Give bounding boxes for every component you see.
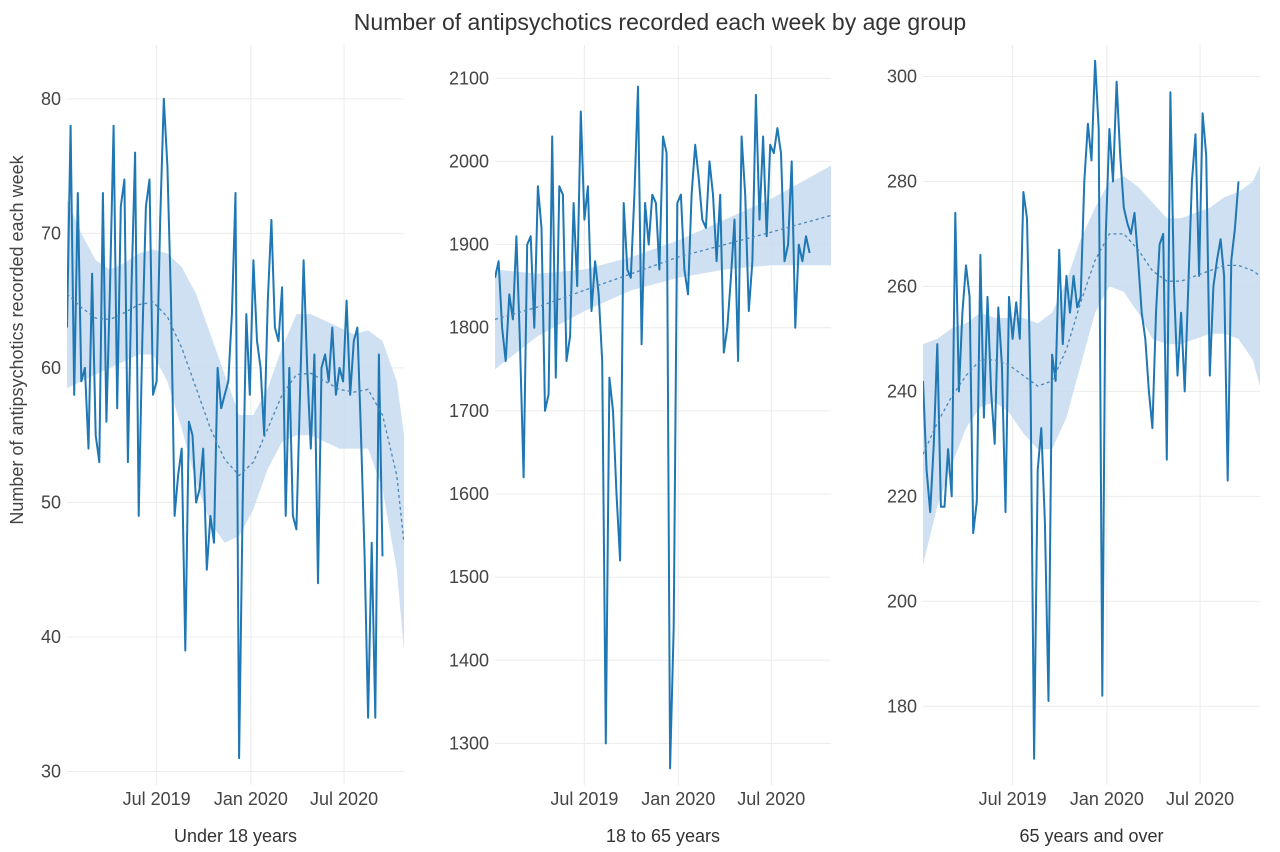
weekly-count-line — [923, 59, 1240, 760]
y-tick-label: 260 — [887, 276, 917, 296]
y-tick-label: 280 — [887, 171, 917, 191]
y-tick-label: 1700 — [449, 401, 489, 421]
y-tick-label: 200 — [887, 591, 917, 611]
plot-area — [495, 85, 831, 770]
x-tick-label: Jul 2019 — [979, 789, 1047, 809]
y-tick-label: 1900 — [449, 235, 489, 255]
y-tick-label: 40 — [41, 627, 61, 647]
smoothed-trend-line — [67, 293, 404, 543]
plot-area — [923, 59, 1260, 760]
y-tick-label: 1600 — [449, 484, 489, 504]
chart-title: Number of antipsychotics recorded each w… — [354, 9, 966, 35]
panel-18-to-65: 1300 1400 1500 1600 1700 1800 1900 2000 2100 Jul … — [449, 45, 831, 846]
y-tick-label: 1500 — [449, 567, 489, 587]
x-tick-label: Jul 2019 — [123, 789, 191, 809]
y-tick-label: 30 — [41, 762, 61, 782]
y-tick-label: 1300 — [449, 733, 489, 753]
y-tick-label: 60 — [41, 358, 61, 378]
plot-area — [67, 97, 404, 760]
y-axis-label: Number of antipsychotics recorded each w… — [7, 154, 27, 524]
y-tick-label: 2000 — [449, 151, 489, 171]
y-tick-label: 180 — [887, 696, 917, 716]
panel-x-label: 65 years and over — [1019, 826, 1163, 846]
smoothed-trend-line — [923, 233, 1260, 455]
y-tick-label: 220 — [887, 486, 917, 506]
panel-65-and-over: 180 200 220 240 260 280 300 Jul 2019 Jan 2020 Jul… — [887, 45, 1260, 846]
panel-x-label: Under 18 years — [174, 826, 297, 846]
x-tick-label: Jul 2020 — [737, 789, 805, 809]
weekly-count-line — [495, 85, 811, 770]
x-tick-label: Jul 2019 — [550, 789, 618, 809]
confidence-band — [495, 165, 831, 370]
x-tick-label: Jan 2020 — [641, 789, 715, 809]
y-tick-label: 240 — [887, 381, 917, 401]
x-tick-label: Jan 2020 — [1070, 789, 1144, 809]
x-tick-label: Jul 2020 — [310, 789, 378, 809]
y-tick-label: 1800 — [449, 318, 489, 338]
smoothed-trend-line — [495, 214, 831, 321]
x-tick-label: Jan 2020 — [214, 789, 288, 809]
panel-x-label: 18 to 65 years — [606, 826, 720, 846]
y-tick-label: 70 — [41, 223, 61, 243]
confidence-band — [923, 165, 1260, 565]
y-tick-label: 80 — [41, 89, 61, 109]
y-tick-label: 300 — [887, 66, 917, 86]
weekly-count-line — [67, 97, 384, 760]
x-tick-label: Jul 2020 — [1166, 789, 1234, 809]
y-tick-label: 50 — [41, 492, 61, 512]
panel-under-18: 30 40 50 60 70 80 Jul 2019 Jan 2020 Jul 2020 Unde… — [41, 45, 404, 846]
y-tick-label: 2100 — [449, 68, 489, 88]
y-tick-label: 1400 — [449, 650, 489, 670]
